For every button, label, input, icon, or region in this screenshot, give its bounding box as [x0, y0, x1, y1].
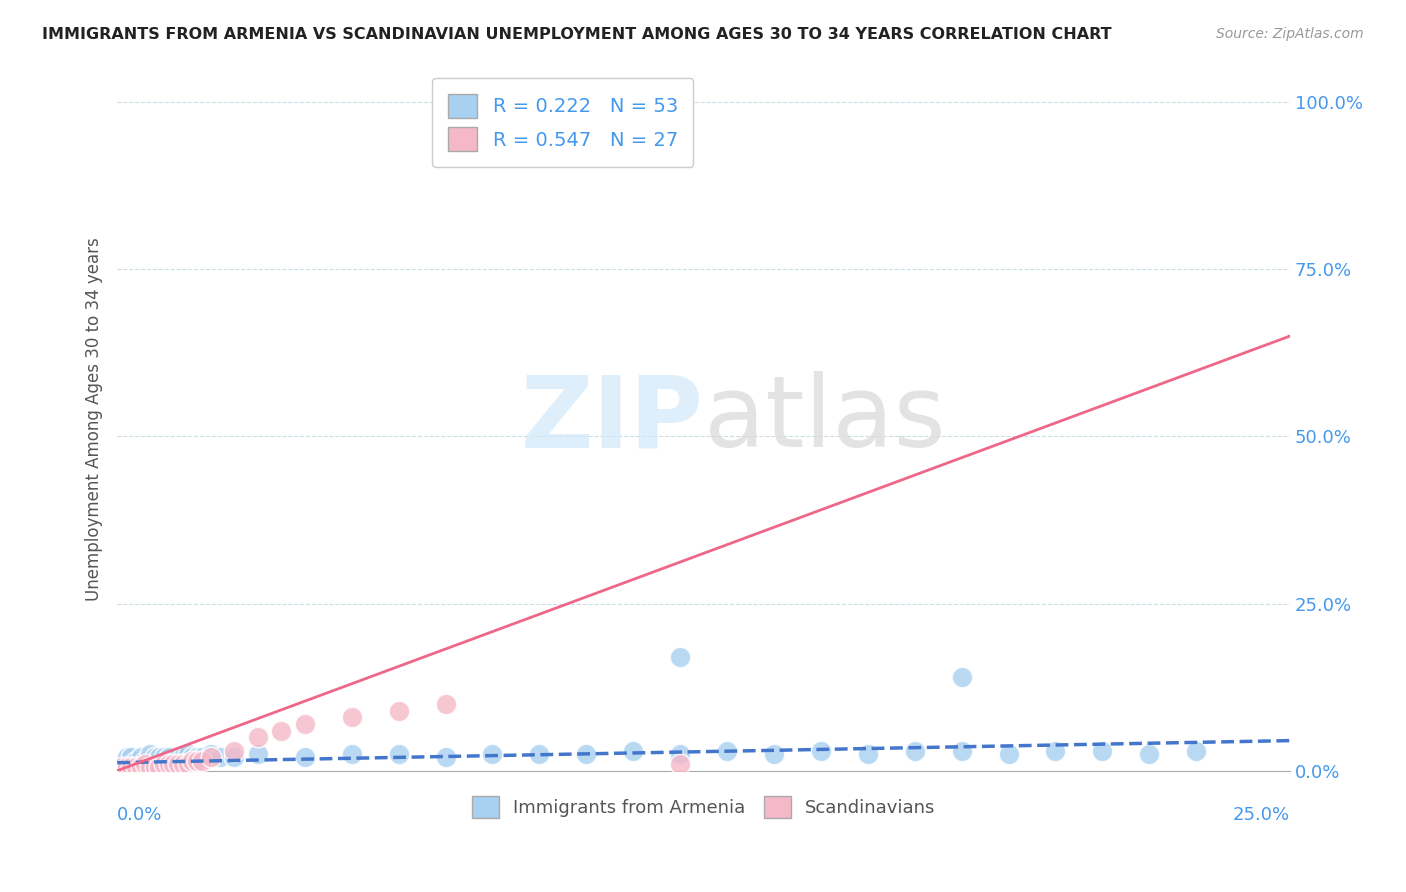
Point — [856, 747, 879, 761]
Y-axis label: Unemployment Among Ages 30 to 34 years: Unemployment Among Ages 30 to 34 years — [86, 238, 103, 601]
Point — [157, 750, 180, 764]
Point — [270, 723, 292, 738]
Point — [340, 747, 363, 761]
Point — [167, 750, 190, 764]
Point — [294, 750, 316, 764]
Text: ZIP: ZIP — [520, 371, 703, 468]
Point — [176, 747, 198, 761]
Point — [669, 757, 692, 772]
Point — [167, 757, 190, 772]
Point — [134, 757, 156, 772]
Point — [1091, 744, 1114, 758]
Point — [810, 744, 832, 758]
Point — [139, 760, 162, 774]
Point — [669, 747, 692, 761]
Point — [246, 747, 269, 761]
Point — [1185, 744, 1208, 758]
Point — [143, 760, 166, 774]
Point — [120, 750, 142, 764]
Point — [1137, 747, 1160, 761]
Point — [153, 757, 176, 772]
Point — [134, 754, 156, 768]
Point — [190, 750, 212, 764]
Point — [181, 754, 204, 768]
Point — [200, 747, 222, 761]
Point — [434, 697, 457, 711]
Point — [186, 750, 208, 764]
Text: 0.0%: 0.0% — [117, 805, 163, 824]
Point — [139, 757, 162, 772]
Point — [120, 757, 142, 772]
Point — [762, 747, 785, 761]
Point — [125, 760, 148, 774]
Point — [148, 750, 170, 764]
Point — [157, 757, 180, 772]
Point — [120, 760, 142, 774]
Point — [115, 760, 138, 774]
Point — [172, 757, 194, 772]
Point — [143, 750, 166, 764]
Point — [115, 757, 138, 772]
Point — [481, 747, 503, 761]
Point — [716, 744, 738, 758]
Point — [129, 760, 152, 774]
Point — [200, 750, 222, 764]
Text: IMMIGRANTS FROM ARMENIA VS SCANDINAVIAN UNEMPLOYMENT AMONG AGES 30 TO 34 YEARS C: IMMIGRANTS FROM ARMENIA VS SCANDINAVIAN … — [42, 27, 1112, 42]
Point — [997, 747, 1019, 761]
Point — [129, 750, 152, 764]
Point — [125, 754, 148, 768]
Point — [176, 757, 198, 772]
Point — [434, 750, 457, 764]
Point — [388, 747, 411, 761]
Point — [621, 744, 644, 758]
Point — [529, 747, 551, 761]
Point — [209, 750, 232, 764]
Point — [176, 757, 198, 772]
Point — [224, 750, 246, 764]
Point — [172, 750, 194, 764]
Point — [224, 744, 246, 758]
Point — [200, 750, 222, 764]
Point — [111, 760, 134, 774]
Point — [148, 757, 170, 772]
Point — [575, 747, 598, 761]
Point — [669, 650, 692, 665]
Point — [153, 750, 176, 764]
Point — [246, 731, 269, 745]
Text: Source: ZipAtlas.com: Source: ZipAtlas.com — [1216, 27, 1364, 41]
Text: atlas: atlas — [703, 371, 945, 468]
Point — [190, 754, 212, 768]
Point — [1045, 744, 1067, 758]
Point — [181, 750, 204, 764]
Legend: Immigrants from Armenia, Scandinavians: Immigrants from Armenia, Scandinavians — [464, 789, 942, 825]
Point — [340, 710, 363, 724]
Point — [950, 670, 973, 684]
Point — [129, 757, 152, 772]
Point — [143, 757, 166, 772]
Text: 25.0%: 25.0% — [1233, 805, 1291, 824]
Point — [904, 744, 927, 758]
Point — [139, 747, 162, 761]
Point — [388, 704, 411, 718]
Point — [162, 757, 184, 772]
Point — [162, 754, 184, 768]
Point — [153, 754, 176, 768]
Point — [294, 717, 316, 731]
Point — [111, 757, 134, 772]
Point — [115, 750, 138, 764]
Point — [148, 760, 170, 774]
Point — [186, 754, 208, 768]
Point — [950, 744, 973, 758]
